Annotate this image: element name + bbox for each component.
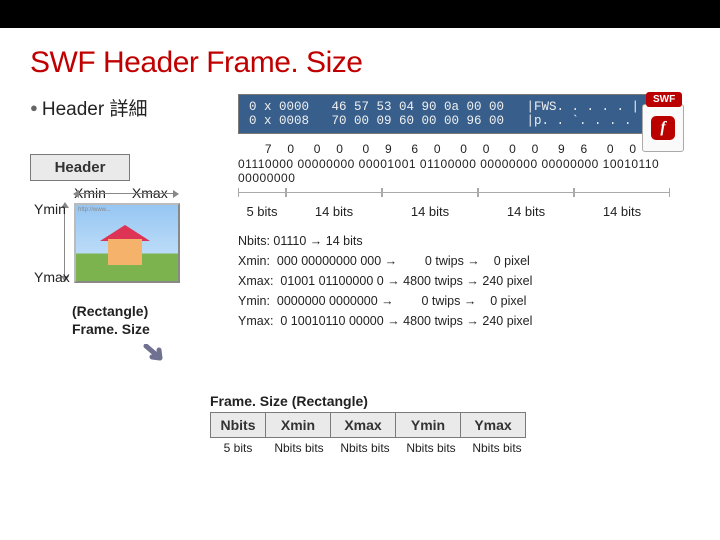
- right-column: 0 x 0000 46 57 53 04 90 0a 00 00 |FWS. .…: [238, 154, 690, 331]
- subtitle: ●Header 詳細: [30, 94, 147, 121]
- bit-segment: 14 bits: [286, 188, 382, 219]
- bit-segment: 14 bits: [574, 188, 670, 219]
- bit-segment: 5 bits: [238, 188, 286, 219]
- framesize-image: Ymin Ymax http://www...: [74, 203, 220, 283]
- rect-label-2: Frame. Size: [72, 321, 220, 339]
- slide-content: SWF Header Frame. Size ●Header 詳細 f SWF …: [0, 28, 720, 455]
- ymax-label: Ymax: [34, 269, 70, 285]
- swf-badge: SWF: [646, 92, 682, 107]
- conversion-text: Nbits: 01110 → 14 bits Xmin: 000 0000000…: [238, 231, 690, 331]
- struct-cell: Xmax: [330, 412, 396, 438]
- swf-icon: f SWF: [634, 94, 690, 150]
- down-arrow-icon: [142, 344, 220, 375]
- binary-row: 01110000 00000000 00001001 01100000 0000…: [238, 157, 690, 185]
- left-column: Header Xmin Xmax Ymin Ymax http://www...…: [30, 154, 220, 375]
- x-arrow: [74, 189, 178, 199]
- struct-cell: Ymin: [395, 412, 461, 438]
- struct-title: Frame. Size (Rectangle): [210, 393, 690, 409]
- bit-segments: 5 bits14 bits14 bits14 bits14 bits: [238, 188, 690, 219]
- rect-label-1: (Rectangle): [72, 303, 220, 321]
- struct-cell: Ymax: [460, 412, 526, 438]
- subtitle-text: Header 詳細: [42, 99, 148, 120]
- rectangle-label: (Rectangle) Frame. Size: [72, 303, 220, 338]
- struct-cell: Xmin: [265, 412, 331, 438]
- struct-cell: Nbits: [210, 412, 266, 438]
- struct-sublabel: 5 bits: [210, 441, 266, 455]
- struct-sublabel: Nbits bits: [398, 441, 464, 455]
- struct-sublabels: 5 bitsNbits bitsNbits bitsNbits bitsNbit…: [210, 441, 690, 455]
- page-title: SWF Header Frame. Size: [30, 46, 690, 80]
- top-bar: [0, 0, 720, 28]
- bit-segment: 14 bits: [478, 188, 574, 219]
- hex-digits-row: 7 0 0 0 0 9 6 0 0 0 0 0 9 6 0 0: [238, 142, 690, 156]
- ymin-label: Ymin: [34, 201, 66, 217]
- hex-dump: 0 x 0000 46 57 53 04 90 0a 00 00 |FWS. .…: [238, 94, 678, 134]
- struct-sublabel: Nbits bits: [332, 441, 398, 455]
- header-box: Header: [30, 154, 130, 181]
- struct-sublabel: Nbits bits: [266, 441, 332, 455]
- struct-table: Frame. Size (Rectangle) NbitsXminXmaxYmi…: [210, 393, 690, 455]
- bit-segment: 14 bits: [382, 188, 478, 219]
- struct-sublabel: Nbits bits: [464, 441, 530, 455]
- struct-cells: NbitsXminXmaxYminYmax: [210, 412, 690, 438]
